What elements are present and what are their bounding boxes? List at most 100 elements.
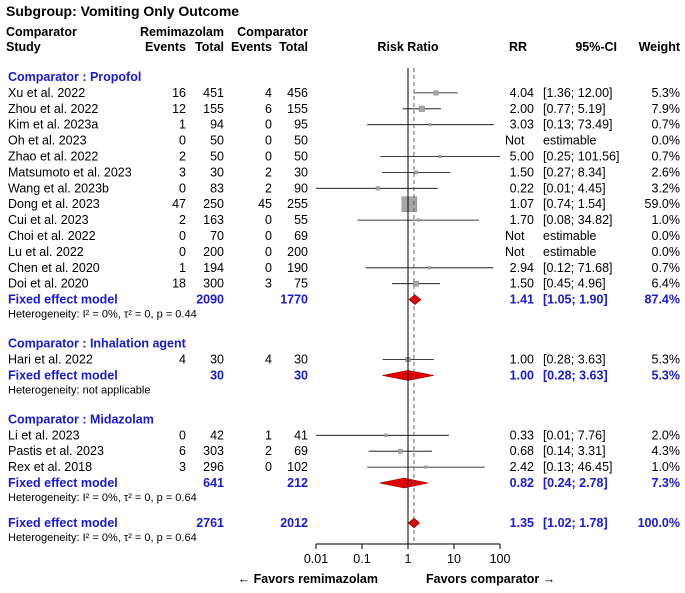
group-label: Comparator : Propofol: [8, 70, 141, 84]
overall-total-remimazolam: 2761: [196, 516, 224, 530]
rr-value: 3.03: [510, 118, 534, 132]
total-comparator: 50: [294, 150, 308, 164]
events-remimazolam: 1: [179, 261, 186, 275]
total-remimazolam: 30: [210, 165, 224, 179]
study-square: [375, 186, 380, 191]
total-remimazolam: 50: [210, 134, 224, 148]
events-remimazolam: 4: [179, 353, 186, 367]
overall-weight: 100.0%: [638, 516, 680, 530]
total-remimazolam: 30: [210, 353, 224, 367]
ci-value: [0.14; 3.31]: [543, 444, 606, 458]
study-label: Li et al. 2023: [8, 428, 80, 442]
events-remimazolam: 6: [179, 444, 186, 458]
weight-value: 5.3%: [652, 86, 681, 100]
header-rr: RR: [509, 40, 527, 54]
weight-value: 0.7%: [652, 150, 681, 164]
heterogeneity-text: Heterogeneity: I² = 0%, τ² = 0, p = 0.64: [8, 492, 197, 504]
ci-value: [0.01; 4.45]: [543, 181, 606, 195]
heterogeneity-text: Heterogeneity: I² = 0%, τ² = 0, p = 0.44: [8, 309, 197, 321]
total-remimazolam: 250: [203, 197, 224, 211]
events-remimazolam: 1: [179, 118, 186, 132]
total-remimazolam: 300: [203, 277, 224, 291]
study-label: Dong et al. 2023: [8, 197, 100, 211]
study-square: [418, 105, 425, 112]
events-remimazolam: 0: [179, 134, 186, 148]
total-comparator: 30: [294, 353, 308, 367]
rr-value: 2.00: [510, 102, 534, 116]
favors-comparator-label: Favors comparator →: [426, 572, 555, 586]
header-study: Study: [6, 40, 41, 54]
weight-summary: 7.3%: [652, 476, 681, 490]
study-label: Xu et al. 2022: [8, 86, 85, 100]
study-square: [413, 280, 419, 287]
events-comparator: 0: [265, 213, 272, 227]
study-label: Zhou et al. 2022: [8, 102, 98, 116]
study-label: Wang et al. 2023b: [8, 181, 109, 195]
rr-summary: 1.00: [510, 368, 534, 382]
total-comparator: 69: [294, 229, 308, 243]
total-comparator: 75: [294, 277, 308, 291]
total-remimazolam: 163: [203, 213, 224, 227]
group-label: Comparator : Inhalation agent: [8, 337, 187, 351]
total-remimazolam: 94: [210, 118, 224, 132]
study-label: Choi et al. 2022: [8, 229, 96, 243]
events-comparator: 0: [265, 229, 272, 243]
total-remimazolam: 194: [203, 261, 224, 275]
ci-value: [0.01; 7.76]: [543, 428, 606, 442]
ci-value: estimable: [543, 134, 597, 148]
events-remimazolam: 2: [179, 150, 186, 164]
weight-value: 59.0%: [645, 197, 680, 211]
events-remimazolam: 0: [179, 245, 186, 259]
ci-value: estimable: [543, 229, 597, 243]
figure-title: Subgroup: Vomiting Only Outcome: [6, 3, 239, 19]
events-remimazolam: 47: [172, 197, 186, 211]
rr-summary: 1.41: [510, 293, 534, 307]
ci-value: estimable: [543, 245, 597, 259]
events-comparator: 0: [265, 150, 272, 164]
heterogeneity-text: Heterogeneity: not applicable: [8, 384, 150, 396]
events-comparator: 0: [265, 460, 272, 474]
x-tick-label: 100: [490, 552, 511, 566]
total-comparator-summary: 30: [294, 368, 308, 382]
total-remimazolam: 296: [203, 460, 224, 474]
header-events-1: Events: [145, 40, 186, 54]
events-remimazolam: 3: [179, 460, 186, 474]
events-comparator: 4: [265, 353, 272, 367]
x-axis: 0.01 0.1 1 10 100← Favors remimazolam Favors …: [238, 68, 555, 586]
total-remimazolam: 200: [203, 245, 224, 259]
header-ci: 95%-CI: [575, 40, 617, 54]
header-events-2: Events: [231, 40, 272, 54]
events-comparator: 2: [265, 444, 272, 458]
total-remimazolam: 70: [210, 229, 224, 243]
total-remimazolam: 83: [210, 181, 224, 195]
header-remimazolam: Remimazolam: [140, 25, 224, 39]
rr-value: 1.50: [510, 277, 534, 291]
total-comparator: 41: [294, 428, 308, 442]
header-total-2: Total: [279, 40, 308, 54]
total-remimazolam-summary: 2090: [196, 293, 224, 307]
study-label: Pastis et al. 2023: [8, 444, 104, 458]
ci-value: [0.28; 3.63]: [543, 353, 606, 367]
overall-ci: [1.02; 1.78]: [543, 516, 608, 530]
study-square: [401, 196, 418, 212]
group-label: Comparator : Midazolam: [8, 412, 154, 426]
total-remimazolam: 155: [203, 102, 224, 116]
events-comparator: 0: [265, 245, 272, 259]
total-comparator: 102: [287, 460, 308, 474]
summary-diamond: [408, 294, 422, 305]
weight-value: 1.0%: [652, 213, 681, 227]
events-remimazolam: 0: [179, 428, 186, 442]
events-comparator: 1: [265, 428, 272, 442]
study-label: Cui et al. 2023: [8, 213, 89, 227]
study-label: Lu et al. 2022: [8, 245, 84, 259]
fixed-effect-label: Fixed effect model: [8, 476, 118, 490]
study-square: [414, 170, 418, 175]
ci-value: [0.12; 71.68]: [543, 261, 613, 275]
weight-value: 0.0%: [652, 245, 681, 259]
total-comparator: 90: [294, 181, 308, 195]
study-square: [428, 123, 432, 127]
study-label: Kim et al. 2023a: [8, 118, 98, 132]
